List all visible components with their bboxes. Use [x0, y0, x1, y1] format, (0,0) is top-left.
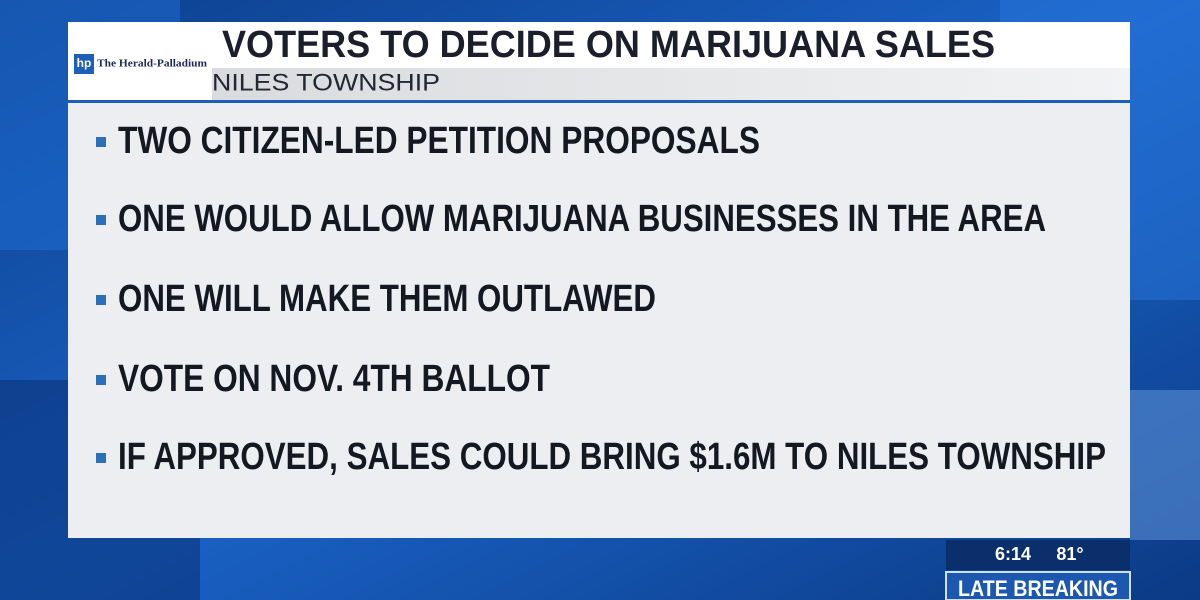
bullet-text: IF APPROVED, SALES COULD BRING $1.6M TO …: [118, 436, 1106, 478]
bullet-text: ONE WILL MAKE THEM OUTLAWED: [118, 278, 656, 320]
logo-box: [74, 54, 94, 74]
bullet-square: [96, 215, 106, 225]
subtitle-band: [212, 68, 1130, 100]
logo-mark: hp: [77, 56, 92, 70]
bullet-square: [96, 453, 106, 463]
ticker-label: LATE BREAKING: [958, 576, 1118, 600]
header-rule: [68, 100, 1130, 103]
bullet-square: [96, 375, 106, 385]
title: VOTERS TO DECIDE ON MARIJUANA SALES: [222, 24, 995, 66]
bullet-square: [96, 137, 106, 147]
subtitle: NILES TOWNSHIP: [212, 69, 440, 96]
bg-tile: [1130, 390, 1200, 540]
logo-text: The Herald-Palladium: [97, 58, 207, 70]
ticker-banner: [945, 571, 1131, 600]
bullet-text: VOTE ON NOV. 4TH BALLOT: [118, 358, 550, 400]
ticker-box: [946, 540, 1130, 570]
ticker-time: 6:14: [995, 544, 1031, 564]
content-panel: [68, 103, 1130, 538]
bullet-text: TWO CITIZEN-LED PETITION PROPOSALS: [118, 120, 760, 162]
ticker-temperature: 81°: [1056, 544, 1083, 564]
bullet-square: [96, 295, 106, 305]
bullet-text: ONE WOULD ALLOW MARIJUANA BUSINESSES IN …: [118, 198, 1046, 240]
bullet-list: TWO CITIZEN-LED PETITION PROPOSALS ONE WO…: [96, 120, 1106, 478]
